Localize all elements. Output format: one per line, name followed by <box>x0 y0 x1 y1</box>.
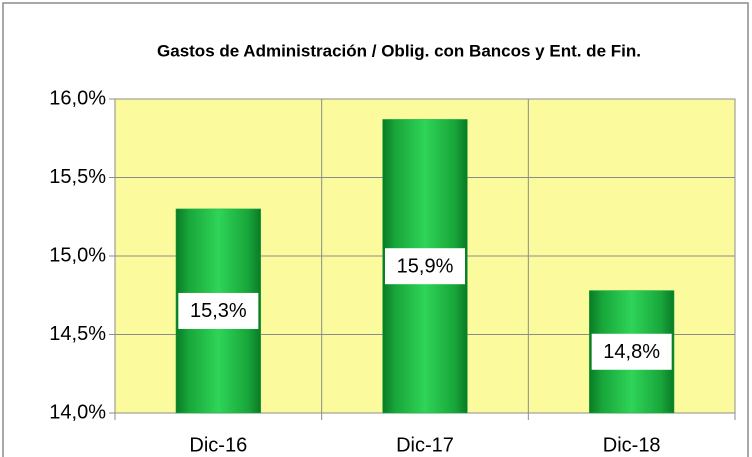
x-tick-label: Dic-18 <box>603 434 661 456</box>
data-label-box <box>178 292 259 329</box>
x-tick-label: Dic-16 <box>189 434 247 456</box>
y-tick-label: 15,0% <box>49 244 106 266</box>
data-label: 15,3% <box>190 300 247 322</box>
data-label-box <box>591 333 672 370</box>
y-tick-label: 15,5% <box>49 166 106 188</box>
y-tick-label: 14,5% <box>49 323 106 345</box>
data-label-box <box>385 248 465 285</box>
chart-title: Gastos de Administración / Oblig. con Ba… <box>157 41 641 60</box>
data-label: 14,8% <box>603 341 660 363</box>
y-tick-label: 16,0% <box>49 87 106 109</box>
data-label: 15,9% <box>397 255 454 277</box>
x-tick-label: Dic-17 <box>396 434 454 456</box>
y-tick-label: 14,0% <box>49 401 106 423</box>
